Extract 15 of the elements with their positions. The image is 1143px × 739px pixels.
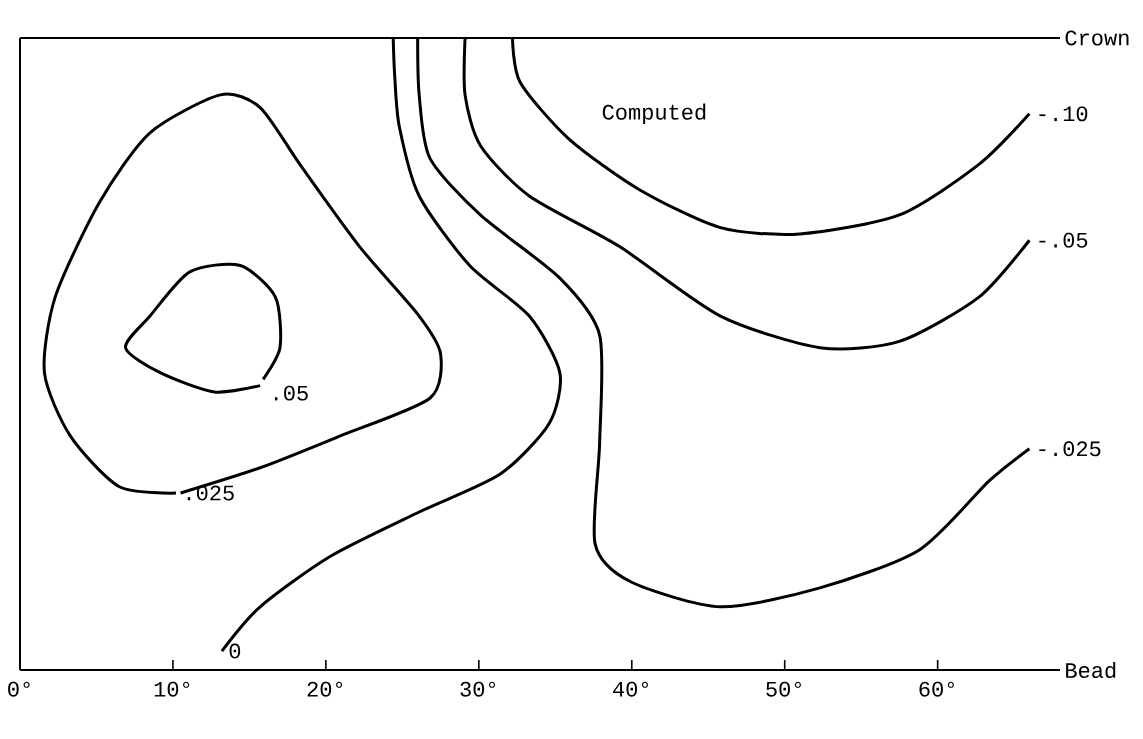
x-tick-label: 50°	[766, 681, 801, 697]
text: Bead	[1066, 661, 1116, 679]
x-tick-label: 0°	[8, 681, 30, 697]
x-tick-label: 20°	[307, 681, 343, 697]
series-label: -.025	[1039, 441, 1101, 457]
x-tick-label: 40°	[613, 681, 649, 697]
series-label: -.05	[1039, 232, 1088, 248]
series-label: -.10	[1039, 106, 1088, 122]
series-label: .05	[274, 385, 308, 401]
annotation: Computed	[602, 103, 706, 125]
x-tick-label: 10°	[154, 681, 190, 697]
x-tick-label: 60°	[919, 681, 954, 697]
series-label: 0	[229, 643, 241, 659]
text: Crown	[1065, 30, 1129, 46]
x-tick-label: 30°	[460, 681, 496, 697]
